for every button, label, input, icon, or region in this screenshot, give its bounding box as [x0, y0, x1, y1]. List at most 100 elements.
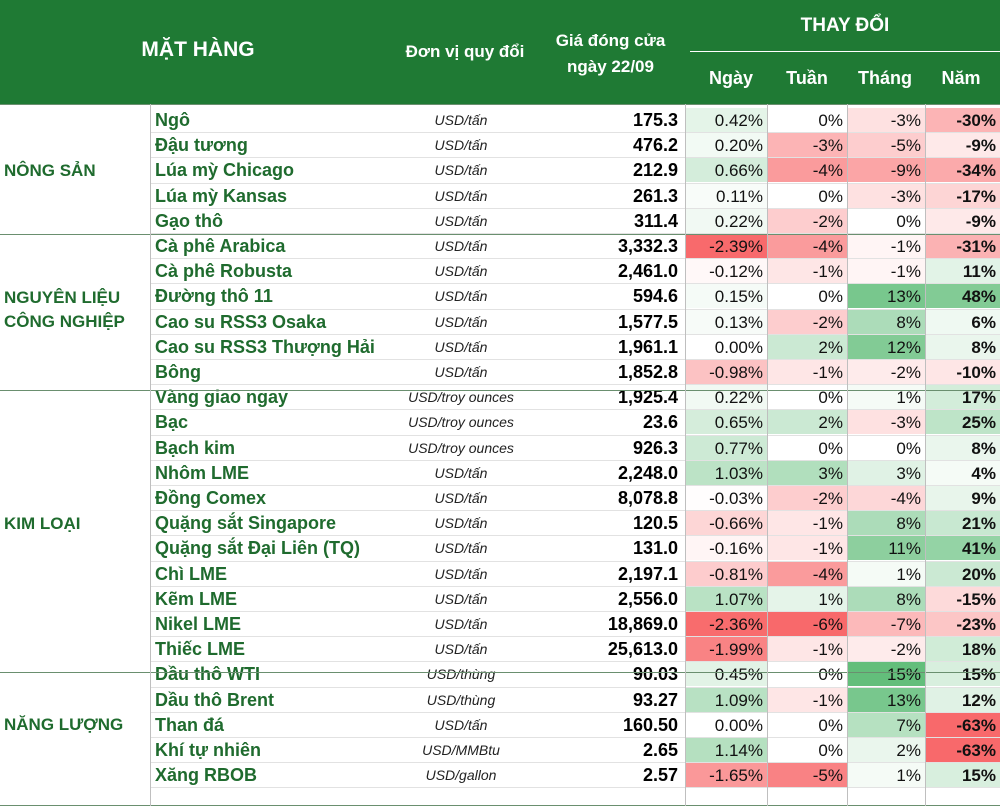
commodity-name: Thiếc LME	[155, 639, 246, 660]
change-month: -3%	[847, 108, 925, 132]
change-year: -9%	[925, 208, 1000, 233]
change-week: -4%	[767, 158, 847, 183]
change-day: 0.22%	[685, 208, 767, 233]
change-month: 12%	[847, 334, 925, 359]
commodity-name: Ngô	[155, 110, 190, 130]
table-row: Nhôm LME USD/tấn 2,248.0 1.03% 3% 3% 4%	[0, 460, 1000, 486]
change-day: -0.03%	[685, 486, 767, 510]
close-price: 2,556.0	[617, 588, 678, 609]
change-month: 8%	[847, 586, 925, 611]
commodity-unit: USD/tấn	[434, 540, 488, 557]
row-separator	[150, 535, 1000, 537]
table-row: Vàng giao ngay USD/troy ounces 1,925.4 0.22…	[0, 385, 1000, 410]
close-price: 1,925.4	[617, 387, 678, 408]
change-year: 21%	[925, 511, 1000, 536]
column-divider	[150, 104, 151, 806]
change-day: 0.00%	[714, 715, 763, 735]
table-row: Quặng sắt Singapore USD/tấn 120.5 -0.66% -1%…	[0, 511, 1000, 536]
change-month: 13%	[847, 284, 925, 309]
column-divider	[767, 104, 768, 806]
commodity-name: Xăng RBOB	[155, 765, 258, 786]
table-row: Ngô USD/tấn 175.3 0.42% 0% -3% -30%	[0, 108, 1000, 133]
row-separator	[150, 459, 1000, 461]
commodity-name: Lúa mỳ Chicago	[155, 160, 295, 181]
group-label-line1: NGUYÊN LIỆU	[4, 287, 121, 307]
row-separator	[150, 611, 1000, 612]
commodity-name: Dầu thô Brent	[155, 689, 274, 710]
commodity-unit: USD/tấn	[434, 716, 488, 733]
change-year: 15%	[925, 763, 1000, 788]
header-week: Tuần	[786, 68, 828, 88]
change-week: -1%	[767, 687, 847, 712]
commodity-name: Đậu tương	[155, 135, 248, 156]
change-month: 15%	[847, 662, 925, 687]
change-month: -1%	[847, 259, 925, 284]
change-day: 0.00%	[714, 337, 763, 357]
row-separator	[150, 560, 1000, 562]
commodity-name: Khí tự nhiên	[155, 740, 262, 760]
commodity-unit: USD/tấn	[434, 162, 488, 179]
change-week: 0%	[818, 438, 843, 458]
header-divider	[690, 51, 1000, 52]
change-year: 17%	[925, 385, 1000, 410]
change-year: -63%	[925, 738, 1000, 762]
group-label-line1: NÔNG SẢN	[4, 161, 96, 180]
close-price: 212.9	[632, 160, 678, 181]
row-separator	[150, 661, 1000, 663]
commodity-name: Nikel LME	[155, 614, 242, 634]
commodity-unit: USD/tấn	[434, 515, 488, 532]
change-year: 41%	[925, 536, 1000, 561]
table-row: Quặng sắt Đại Liên (TQ) USD/tấn 131.0 -0.16…	[0, 536, 1000, 561]
close-price: 175.3	[632, 110, 678, 130]
table-row: Gạo thô USD/tấn 311.4 0.22% -2% 0% -9%	[0, 208, 1000, 234]
change-day: -1.99%	[685, 637, 767, 662]
change-week: 0%	[818, 287, 843, 307]
change-month: -4%	[847, 486, 925, 510]
change-month: 1%	[847, 561, 925, 586]
change-day: -2.39%	[685, 234, 767, 258]
commodity-name: Than đá	[155, 714, 225, 735]
change-year: 8%	[925, 435, 1000, 460]
close-price: 18,869.0	[607, 614, 678, 634]
close-price: 90.03	[632, 664, 678, 685]
change-day: -0.66%	[685, 511, 767, 536]
change-week: -1%	[767, 259, 847, 284]
header-change: THAY ĐỔI	[800, 15, 890, 36]
change-week: -4%	[767, 234, 847, 258]
column-divider	[847, 104, 848, 806]
column-divider	[925, 104, 926, 806]
close-price: 1,852.8	[617, 362, 678, 382]
change-year: 6%	[925, 309, 1000, 334]
row-separator	[150, 359, 1000, 360]
row-separator	[150, 686, 1000, 688]
commodity-name: Bông	[155, 362, 201, 382]
change-month: 1%	[847, 763, 925, 788]
change-year: -10%	[925, 360, 1000, 384]
change-year: 9%	[925, 486, 1000, 510]
commodity-unit: USD/tấn	[434, 238, 488, 254]
commodity-unit: USD/troy ounces	[408, 414, 514, 431]
header-close-line2: ngày 22/09	[567, 57, 654, 76]
commodity-unit: USD/gallon	[425, 767, 497, 784]
row-separator	[150, 333, 1000, 335]
close-price: 1,577.5	[617, 311, 678, 332]
close-price: 261.3	[632, 185, 678, 206]
commodity-unit: USD/tấn	[434, 590, 488, 607]
group-divider	[0, 234, 1000, 235]
commodity-name: Cà phê Robusta	[155, 261, 293, 282]
header-month: Tháng	[858, 68, 912, 88]
close-price: 93.27	[632, 689, 678, 710]
commodity-unit: USD/MMBtu	[422, 742, 500, 758]
commodity-unit: USD/tấn	[434, 288, 488, 305]
change-week: -2%	[767, 208, 847, 233]
change-day: 0.66%	[685, 158, 767, 183]
commodity-name: Vàng giao ngay	[155, 387, 289, 408]
change-week: 0%	[818, 715, 843, 735]
table-row: Cà phê Robusta USD/tấn 2,461.0 -0.12% -1% -1%…	[0, 259, 1000, 284]
table-row: Cao su RSS3 Osaka USD/tấn 1,577.5 0.13% -2% 8…	[0, 309, 1000, 335]
change-month: -2%	[847, 360, 925, 384]
change-month: 0%	[896, 211, 921, 231]
change-day: 0.11%	[685, 183, 767, 208]
change-week: 3%	[767, 460, 847, 485]
table-row: Lúa mỳ Kansas USD/tấn 261.3 0.11% 0% -3% -17%	[0, 183, 1000, 209]
